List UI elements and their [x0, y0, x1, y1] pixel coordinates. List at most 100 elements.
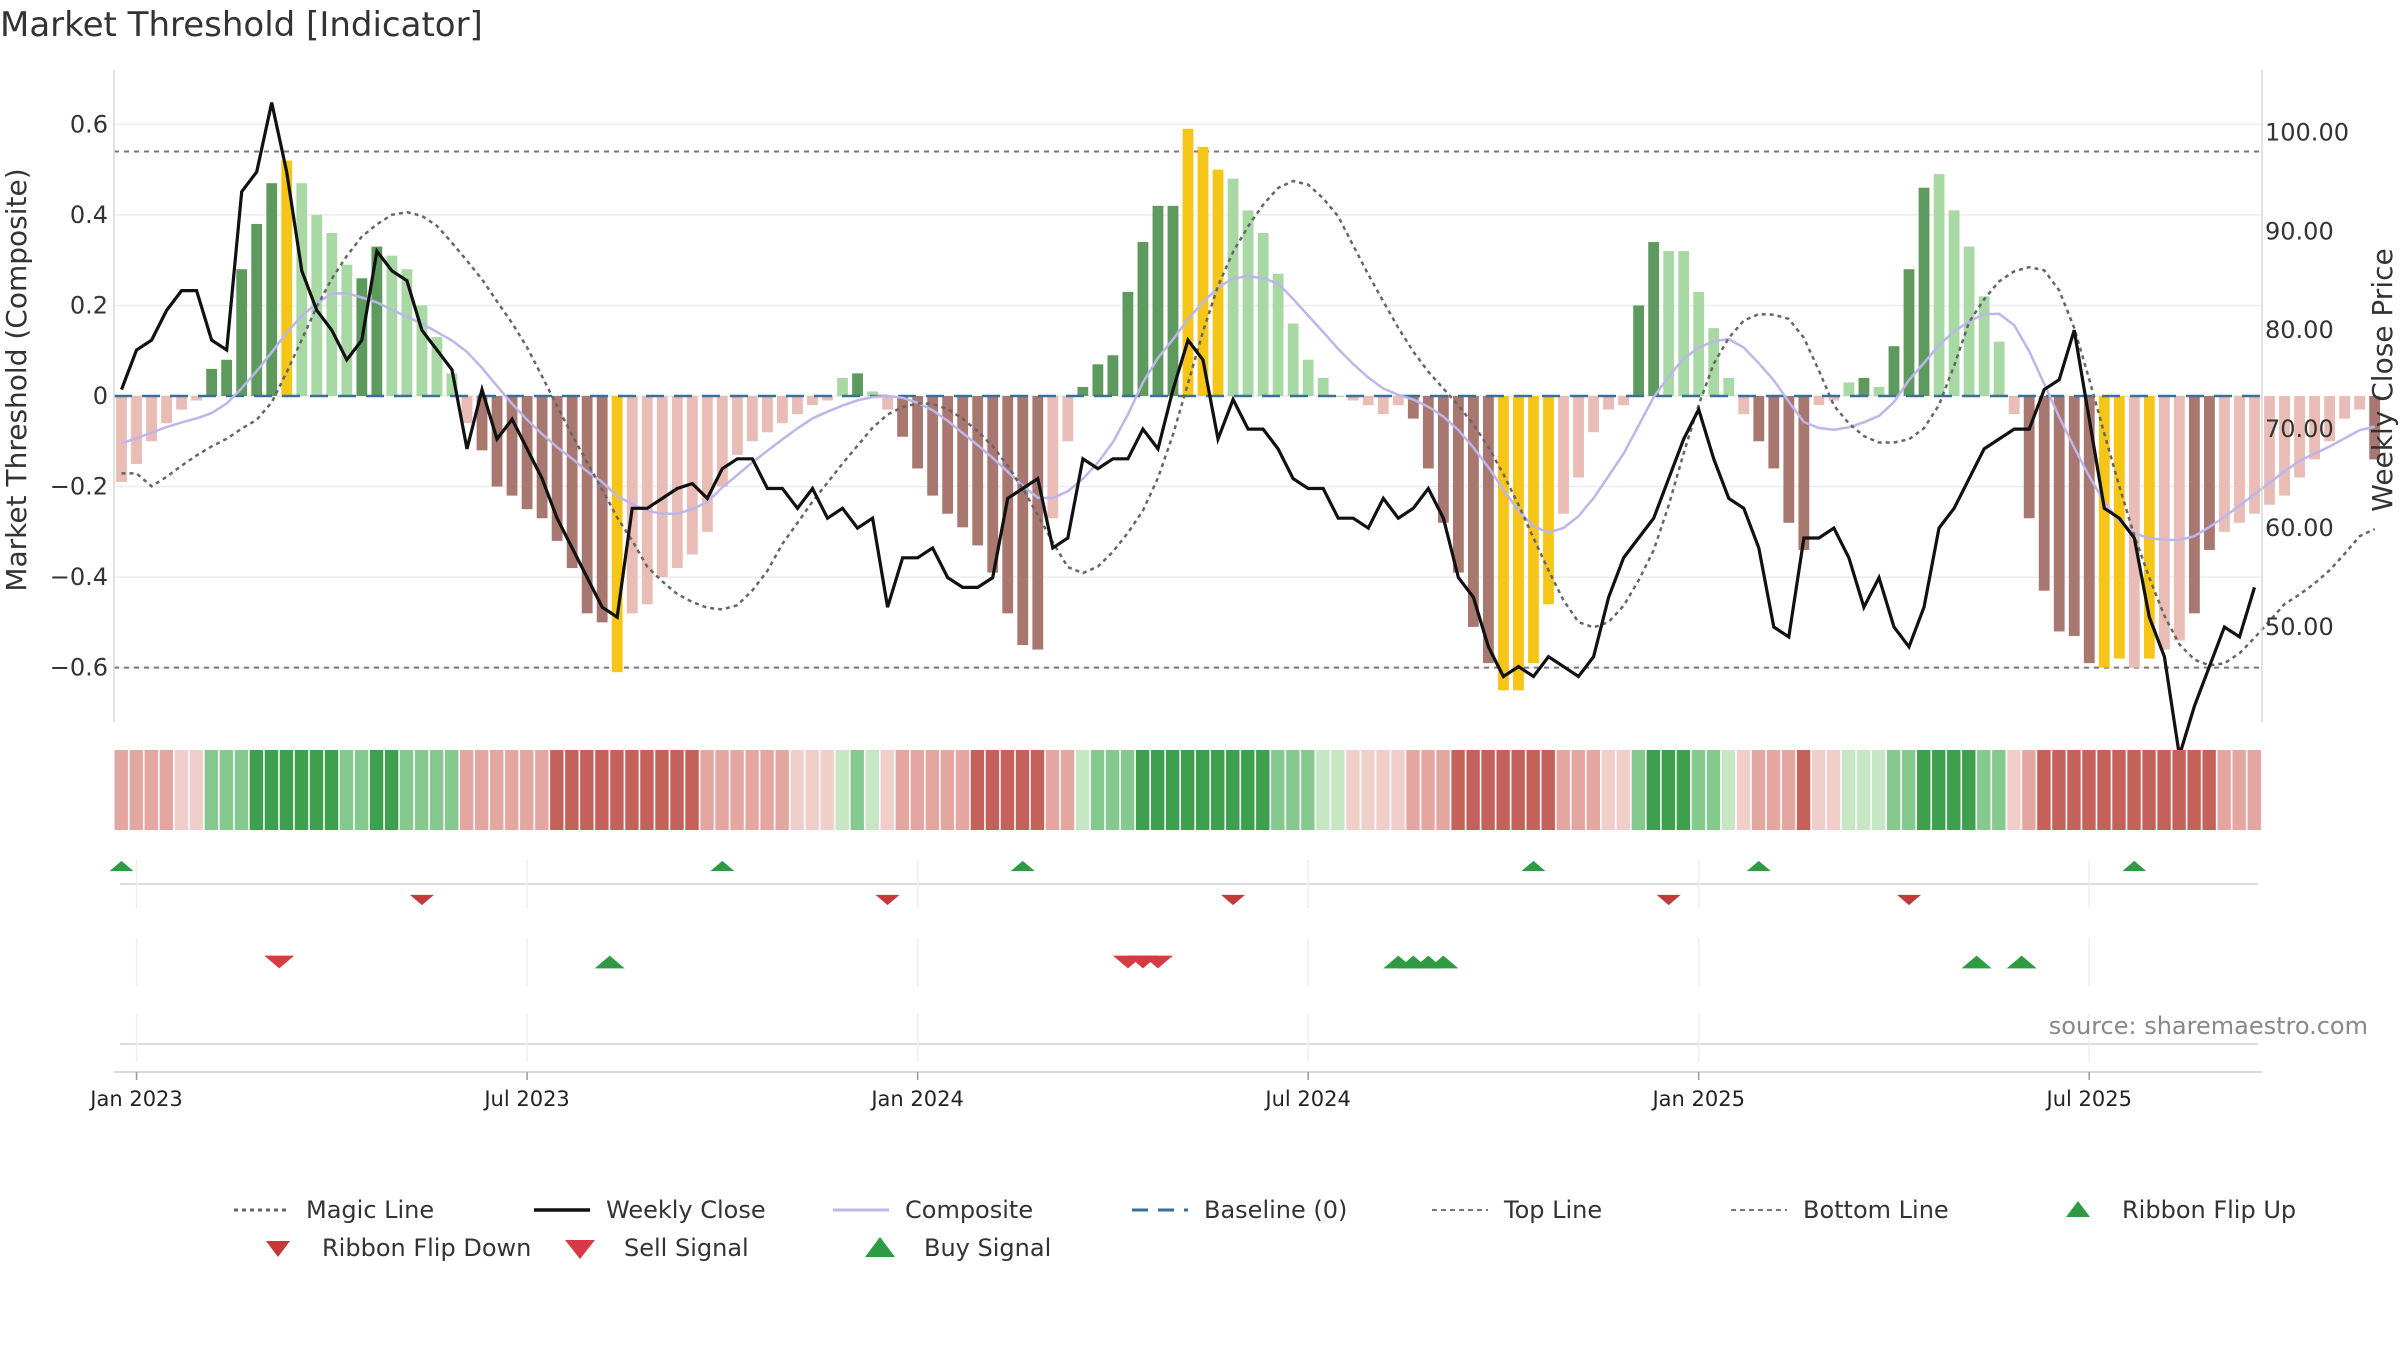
composite-bar — [1888, 346, 1900, 396]
ribbon-cell — [2067, 750, 2081, 830]
composite-bar — [2309, 396, 2320, 460]
composite-bars — [116, 128, 2381, 691]
composite-bar — [296, 183, 308, 396]
composite-bar — [1663, 251, 1675, 396]
composite-bar — [1573, 396, 1584, 478]
composite-bar — [1347, 396, 1359, 401]
composite-bar — [2234, 396, 2245, 523]
composite-bar — [2219, 396, 2230, 532]
composite-bar — [1182, 128, 1194, 396]
composite-bar — [221, 359, 233, 396]
date-tick-label: Jan 2023 — [88, 1087, 183, 1111]
composite-bar — [1693, 291, 1705, 396]
buy-signal-marker — [594, 955, 625, 969]
composite-bar — [972, 396, 984, 546]
ribbon-cell — [1256, 750, 1270, 830]
composite-bar — [1077, 386, 1089, 396]
composite-bar — [1317, 377, 1329, 396]
right-tick-label: 70.00 — [2265, 415, 2334, 443]
ribbon-cell — [1721, 750, 1736, 830]
composite-bar — [1302, 359, 1314, 396]
ribbon-cell — [1871, 750, 1886, 830]
composite-bar — [1993, 341, 2005, 396]
ribbon-cell — [610, 750, 624, 830]
composite-bar — [1197, 146, 1209, 396]
ribbon-cell — [1090, 750, 1105, 830]
weekly-close-line — [120, 102, 2257, 757]
right-tick-label: 50.00 — [2265, 613, 2334, 641]
composite-bar — [371, 246, 383, 396]
ribbon-cell — [1781, 750, 1796, 830]
ribbon-cell — [249, 750, 264, 830]
composite-bar — [1362, 396, 1374, 406]
composite-bar — [1287, 323, 1299, 396]
ribbon-cell — [1586, 750, 1600, 830]
legend-label: Sell Signal — [624, 1234, 749, 1262]
legend-item-sell: Sell Signal — [565, 1234, 749, 1262]
composite-bar — [2204, 396, 2215, 550]
ribbon-cell — [1601, 750, 1615, 830]
ribbon-cell — [114, 750, 128, 830]
ribbon-cell — [1856, 750, 1871, 830]
right-tick-label: 80.00 — [2265, 316, 2334, 344]
left-tick-label: 0.4 — [70, 201, 108, 229]
composite-bar — [236, 269, 248, 396]
legend-swatch — [865, 1237, 895, 1257]
ribbon-cell — [955, 750, 970, 830]
ribbon-cell — [1421, 750, 1435, 830]
composite-bar — [2294, 396, 2305, 478]
composite-bar — [2324, 396, 2336, 442]
composite-bar — [1843, 382, 1855, 396]
legend: Magic Line Weekly Close Composite Baseline … — [234, 1196, 2296, 1262]
ribbon-cell — [2232, 750, 2246, 830]
composite-bar — [2113, 396, 2125, 659]
composite-bar — [1122, 291, 1134, 396]
legend-item-flip_down: Ribbon Flip Down — [266, 1234, 531, 1262]
composite-bar — [1392, 396, 1404, 406]
ribbon-cell — [535, 750, 549, 830]
ribbon-cell — [414, 750, 429, 830]
ribbon-cell — [2172, 750, 2186, 830]
composite-bar — [521, 396, 533, 510]
composite-bar — [2188, 396, 2200, 614]
ribbon-flip-down-marker — [409, 894, 434, 906]
right-tick-label: 60.00 — [2265, 514, 2334, 542]
ribbon-cell — [129, 750, 143, 830]
ribbon-cell — [1962, 750, 1976, 830]
composite-bar — [1813, 396, 1825, 406]
ribbon-cell — [730, 750, 744, 830]
trend-ribbon — [114, 750, 2261, 830]
ribbon-cell — [655, 750, 669, 830]
ribbon-cell — [144, 750, 158, 830]
left-axis-label: Market Threshold (Composite) — [0, 168, 33, 591]
composite-bar — [1483, 396, 1494, 664]
ribbon-cell — [970, 750, 985, 830]
composite-bar — [731, 396, 743, 455]
ribbon-cell — [1105, 750, 1120, 830]
composite-bar — [191, 396, 203, 401]
ribbon-cell — [1331, 750, 1345, 830]
legend-item-top: Top Line — [1432, 1196, 1602, 1224]
composite-bar — [326, 233, 338, 396]
composite-bar — [2023, 396, 2035, 519]
composite-bar — [1272, 273, 1284, 396]
ribbon-cell — [1766, 750, 1781, 830]
composite-bar — [1738, 396, 1750, 415]
ribbon-cell — [264, 750, 279, 830]
sell-signal-marker — [1142, 955, 1173, 969]
date-tick-label: Jul 2023 — [482, 1087, 569, 1111]
ribbon-cell — [369, 750, 384, 830]
legend-label: Ribbon Flip Down — [322, 1234, 531, 1262]
ribbon-cell — [2247, 750, 2261, 830]
ribbon-cell — [865, 750, 879, 830]
ribbon-cell — [775, 750, 789, 830]
ribbon-cell — [820, 750, 834, 830]
composite-bar — [131, 396, 142, 464]
ribbon-cell — [459, 750, 474, 830]
left-tick-label: −0.2 — [50, 473, 108, 501]
ribbon-cell — [1886, 750, 1901, 830]
legend-item-close: Weekly Close — [534, 1196, 766, 1224]
composite-bar — [2279, 396, 2290, 496]
ribbon-cell — [2007, 750, 2021, 830]
ribbon-cell — [354, 750, 369, 830]
